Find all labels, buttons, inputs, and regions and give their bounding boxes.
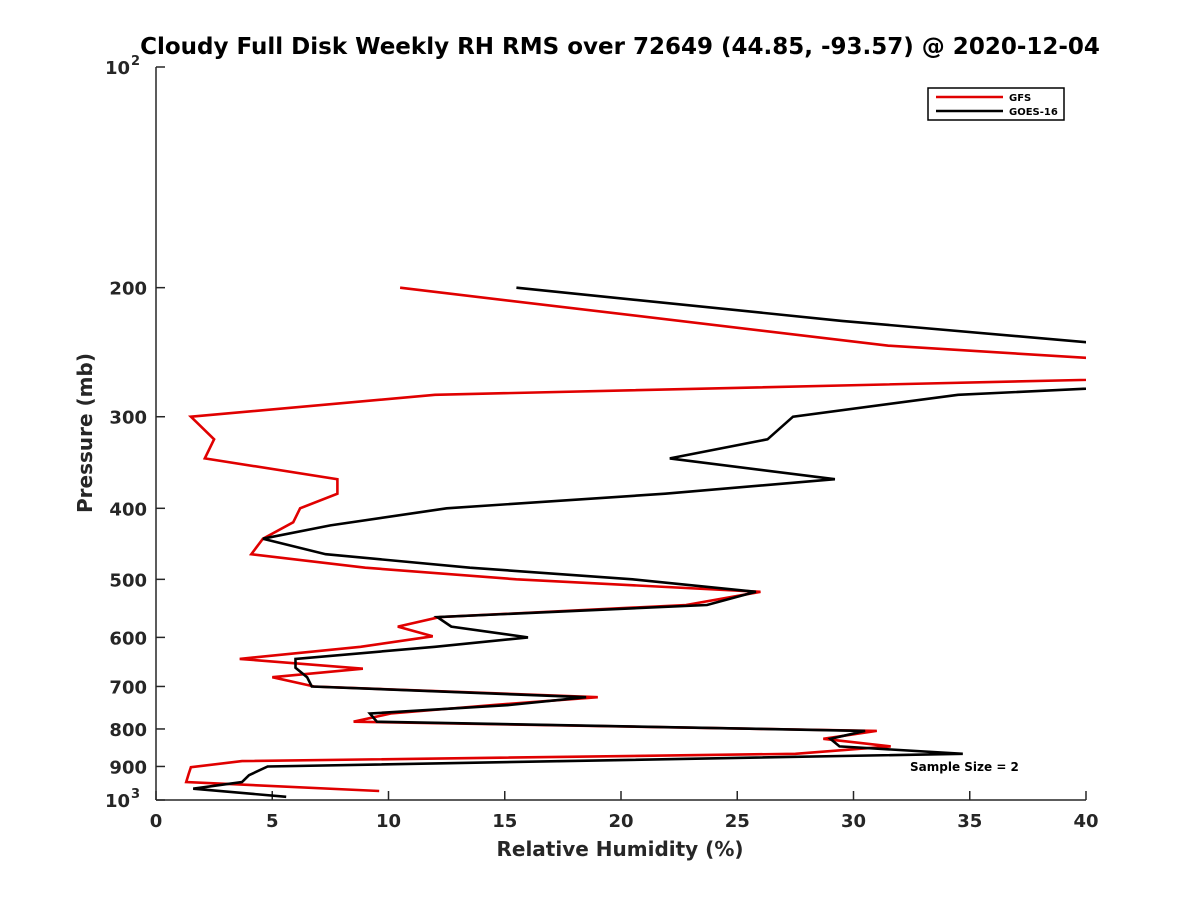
y-tick-label: 700 — [109, 677, 147, 698]
legend: GFS GOES-16 — [927, 87, 1065, 121]
y-tick-label: 300 — [109, 408, 147, 429]
y-tick-label-exponent: 2 — [131, 54, 140, 69]
x-tick-label: 15 — [492, 811, 517, 832]
x-tick-label: 0 — [150, 811, 163, 832]
legend-label: GFS — [1009, 93, 1031, 104]
x-axis-label: Relative Humidity (%) — [496, 837, 743, 861]
chart-title: Cloudy Full Disk Weekly RH RMS over 7264… — [140, 34, 1100, 60]
y-tick-label: 400 — [109, 499, 147, 520]
y-tick-label-base: 10 — [105, 791, 130, 812]
y-tick-label: 800 — [109, 720, 147, 741]
series-line-goes-16 — [193, 286, 1086, 799]
y-tick-label: 200 — [109, 279, 147, 300]
x-tick-label: 5 — [266, 811, 279, 832]
y-tick-label-base: 10 — [105, 58, 130, 79]
y-axis-label: Pressure (mb) — [73, 353, 97, 513]
y-tick-label-exponent: 3 — [131, 787, 140, 802]
x-tick-label: 20 — [608, 811, 633, 832]
x-tick-label: 30 — [841, 811, 866, 832]
y-tick-label: 600 — [109, 628, 147, 649]
legend-box — [927, 87, 1065, 121]
sample-size-annotation: Sample Size = 2 — [910, 760, 1019, 774]
series-layer — [184, 286, 1086, 799]
x-tick-label: 10 — [376, 811, 401, 832]
legend-label: GOES-16 — [1009, 107, 1058, 118]
x-tick-label: 25 — [725, 811, 750, 832]
y-tick-label: 900 — [109, 757, 147, 778]
y-tick-label: 500 — [109, 570, 147, 591]
series-line-gfs — [184, 286, 1086, 793]
x-tick-label: 35 — [957, 811, 982, 832]
x-tick-label: 40 — [1073, 811, 1098, 832]
